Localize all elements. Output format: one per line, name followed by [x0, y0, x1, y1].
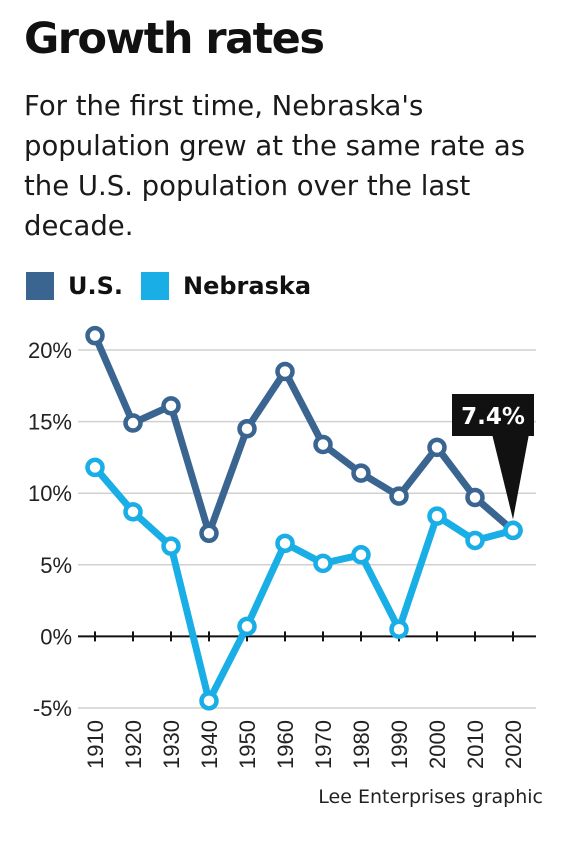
nebraska-data-point — [161, 536, 181, 556]
legend-swatch-nebraska — [141, 272, 170, 300]
us-data-point — [351, 463, 371, 483]
us-data-point — [199, 523, 219, 544]
nebraska-data-point — [313, 553, 333, 574]
us-data-point — [275, 361, 295, 382]
us-data-point — [427, 437, 447, 458]
legend-label-nebraska: Nebraska — [183, 272, 312, 300]
callout-label: 7.4% — [461, 404, 525, 430]
nebraska-data-point — [237, 616, 257, 637]
chart-title: Growth rates — [24, 14, 325, 64]
y-tick-label: 20% — [28, 338, 72, 363]
us-data-point — [313, 434, 333, 455]
x-tick-label: 2010 — [463, 720, 488, 769]
nebraska-series-line — [91, 463, 517, 705]
legend: U.S. Nebraska — [26, 270, 329, 302]
legend-item-nebraska: Nebraska — [141, 272, 311, 300]
x-tick-label: 2000 — [425, 720, 450, 769]
us-series-line — [91, 332, 517, 537]
x-tick-label: 1910 — [83, 720, 108, 769]
chart-subtitle: For the first time, Nebraska's populatio… — [24, 90, 526, 242]
nebraska-data-point — [123, 502, 143, 522]
x-tick-label: 1970 — [311, 720, 336, 769]
source-credit: Lee Enterprises graphic — [318, 786, 543, 808]
nebraska-data-point — [465, 530, 485, 551]
nebraska-data-point — [275, 533, 295, 554]
us-data-point — [85, 325, 105, 346]
x-tick-label: 1930 — [159, 720, 184, 769]
callout-pointer — [492, 434, 529, 520]
x-tick-label: 1920 — [121, 720, 146, 769]
x-tick-label: 1990 — [387, 720, 412, 769]
legend-item-us: U.S. — [26, 272, 123, 300]
x-tick-label: 1980 — [349, 720, 374, 769]
y-tick-label: 5% — [40, 553, 72, 578]
nebraska-data-point — [427, 506, 447, 526]
callout-box — [452, 394, 534, 436]
x-tick-label: 1950 — [235, 720, 260, 769]
y-tick-label: -5% — [33, 696, 72, 721]
nebraska-data-point — [85, 457, 105, 478]
x-tick-label: 1940 — [197, 720, 222, 769]
nebraska-data-point — [199, 691, 219, 711]
x-tick-label: 1960 — [273, 720, 298, 769]
x-tick-label: 2020 — [501, 720, 526, 769]
nebraska-data-point — [351, 545, 371, 565]
nebraska-data-point — [389, 619, 409, 639]
us-data-point — [465, 487, 485, 508]
nebraska-data-point — [503, 520, 523, 541]
us-data-point — [161, 396, 181, 416]
legend-swatch-us — [26, 272, 54, 300]
y-tick-label: 15% — [28, 410, 72, 435]
y-tick-label: 0% — [40, 624, 72, 649]
y-tick-label: 10% — [28, 481, 72, 506]
us-data-point — [123, 413, 143, 433]
us-data-point — [389, 486, 409, 506]
legend-label-us: U.S. — [68, 272, 124, 300]
us-data-point — [237, 419, 257, 439]
